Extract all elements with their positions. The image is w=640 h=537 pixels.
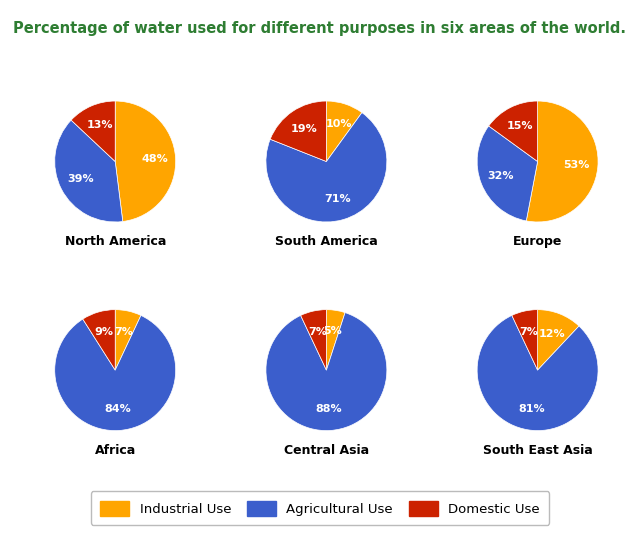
Wedge shape <box>538 310 579 370</box>
Text: Percentage of water used for different purposes in six areas of the world.: Percentage of water used for different p… <box>13 21 626 37</box>
Wedge shape <box>115 310 141 370</box>
Text: Europe: Europe <box>513 235 563 248</box>
Wedge shape <box>71 101 115 162</box>
Wedge shape <box>115 101 175 221</box>
Text: Africa: Africa <box>95 444 136 457</box>
Text: 7%: 7% <box>308 327 327 337</box>
Text: 12%: 12% <box>539 329 565 339</box>
Legend: Industrial Use, Agricultural Use, Domestic Use: Industrial Use, Agricultural Use, Domest… <box>91 491 549 525</box>
Text: 71%: 71% <box>324 194 351 204</box>
Wedge shape <box>326 310 345 370</box>
Text: 88%: 88% <box>316 404 342 415</box>
Wedge shape <box>55 315 175 431</box>
Text: 13%: 13% <box>86 120 113 130</box>
Text: 39%: 39% <box>67 175 93 184</box>
Wedge shape <box>512 310 538 370</box>
Wedge shape <box>526 101 598 222</box>
Text: South East Asia: South East Asia <box>483 444 593 457</box>
Text: 5%: 5% <box>323 326 342 336</box>
Text: 81%: 81% <box>518 404 545 414</box>
Text: South America: South America <box>275 235 378 248</box>
Text: 32%: 32% <box>488 171 515 181</box>
Text: North America: North America <box>65 235 166 248</box>
Text: 7%: 7% <box>520 327 538 337</box>
Text: Central Asia: Central Asia <box>284 444 369 457</box>
Wedge shape <box>477 126 538 221</box>
Wedge shape <box>301 310 326 370</box>
Text: 19%: 19% <box>291 124 317 134</box>
Wedge shape <box>477 315 598 431</box>
Wedge shape <box>266 113 387 222</box>
Text: 48%: 48% <box>141 154 168 164</box>
Wedge shape <box>83 310 115 370</box>
Wedge shape <box>266 313 387 431</box>
Text: 53%: 53% <box>564 160 590 170</box>
Text: 10%: 10% <box>325 119 352 129</box>
Text: 84%: 84% <box>104 404 131 415</box>
Wedge shape <box>489 101 538 162</box>
Text: 9%: 9% <box>95 328 114 337</box>
Wedge shape <box>326 101 362 162</box>
Text: 7%: 7% <box>115 327 133 337</box>
Wedge shape <box>270 101 326 162</box>
Wedge shape <box>55 120 123 222</box>
Text: 15%: 15% <box>506 121 533 132</box>
